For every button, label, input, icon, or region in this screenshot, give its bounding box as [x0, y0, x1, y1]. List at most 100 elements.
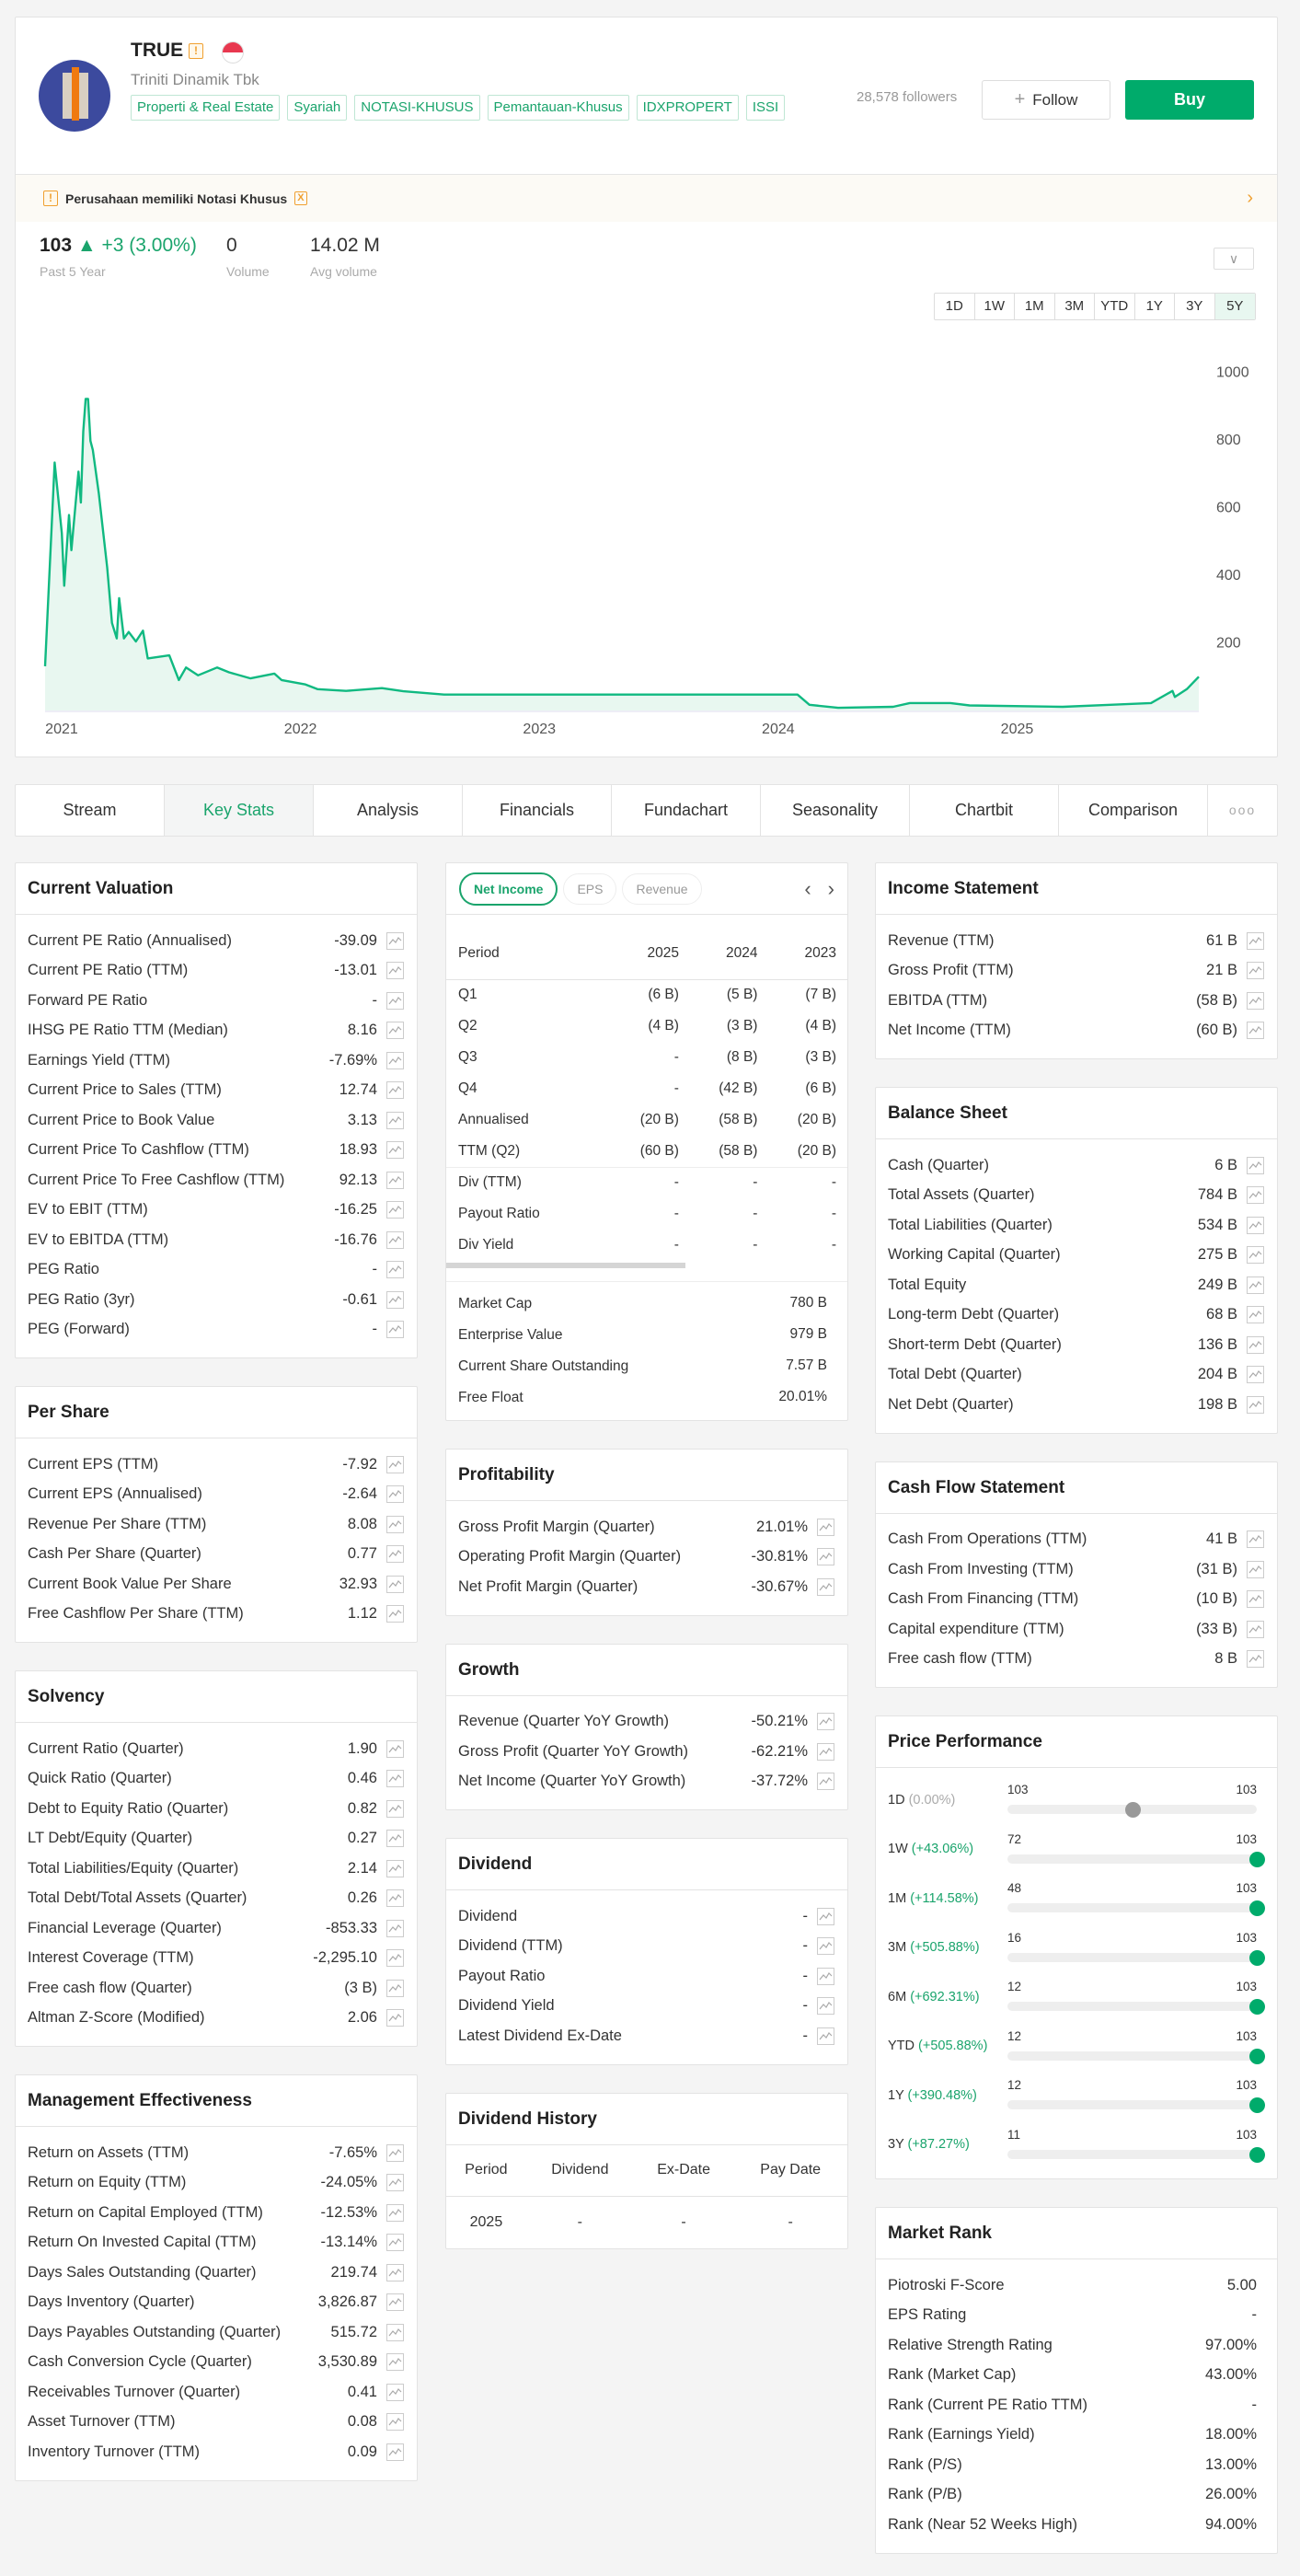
more-tabs-icon[interactable]: ooo: [1228, 803, 1257, 817]
sparkline-icon[interactable]: [817, 1548, 834, 1566]
buy-button[interactable]: Buy: [1125, 80, 1254, 120]
sparkline-icon[interactable]: [386, 1022, 404, 1040]
tab-fundachart[interactable]: Fundachart: [612, 785, 761, 836]
tab-key-stats[interactable]: Key Stats: [165, 785, 314, 836]
chevron-right-icon[interactable]: ›: [1247, 188, 1253, 208]
sparkline-icon[interactable]: [817, 1967, 834, 1985]
sparkline-icon[interactable]: [386, 1455, 404, 1473]
sparkline-icon[interactable]: [1247, 1216, 1264, 1234]
sparkline-icon[interactable]: [817, 2027, 834, 2045]
range-button-1y[interactable]: 1Y: [1135, 294, 1175, 319]
sparkline-icon[interactable]: [386, 1799, 404, 1818]
sparkline-icon[interactable]: [386, 2353, 404, 2372]
sparkline-icon[interactable]: [386, 1859, 404, 1877]
sparkline-icon[interactable]: [386, 2174, 404, 2192]
metric-pill-eps[interactable]: EPS: [563, 872, 617, 905]
sparkline-icon[interactable]: [386, 2263, 404, 2281]
range-button-3m[interactable]: 3M: [1055, 294, 1095, 319]
sparkline-icon[interactable]: [386, 1201, 404, 1219]
sparkline-icon[interactable]: [1247, 1650, 1264, 1669]
sparkline-icon[interactable]: [1247, 1395, 1264, 1414]
sparkline-icon[interactable]: [386, 1051, 404, 1069]
sparkline-icon[interactable]: [386, 1919, 404, 1937]
tab-seasonality[interactable]: Seasonality: [761, 785, 910, 836]
sparkline-icon[interactable]: [386, 1261, 404, 1279]
sparkline-icon[interactable]: [386, 2293, 404, 2312]
sparkline-icon[interactable]: [386, 962, 404, 980]
sparkline-icon[interactable]: [386, 1739, 404, 1758]
range-button-1d[interactable]: 1D: [935, 294, 975, 319]
sparkline-icon[interactable]: [386, 1141, 404, 1160]
sparkline-icon[interactable]: [386, 1605, 404, 1623]
sparkline-icon[interactable]: [817, 1577, 834, 1596]
tag-badge[interactable]: IDXPROPERT: [636, 95, 739, 121]
chart-options-dropdown[interactable]: ∨: [1214, 248, 1254, 270]
tag-badge[interactable]: ISSI: [745, 95, 786, 121]
sparkline-icon[interactable]: [386, 1889, 404, 1908]
sparkline-icon[interactable]: [1247, 1186, 1264, 1205]
tab-analysis[interactable]: Analysis: [314, 785, 463, 836]
range-button-3y[interactable]: 3Y: [1175, 294, 1215, 319]
sparkline-icon[interactable]: [386, 2143, 404, 2162]
metric-pill-revenue[interactable]: Revenue: [622, 872, 702, 905]
sparkline-icon[interactable]: [1247, 962, 1264, 980]
sparkline-icon[interactable]: [386, 2443, 404, 2461]
sparkline-icon[interactable]: [817, 1518, 834, 1536]
sparkline-icon[interactable]: [1247, 991, 1264, 1010]
sparkline-icon[interactable]: [386, 991, 404, 1010]
tab-chartbit[interactable]: Chartbit: [910, 785, 1059, 836]
sparkline-icon[interactable]: [386, 1111, 404, 1129]
sparkline-icon[interactable]: [1247, 1620, 1264, 1638]
sparkline-icon[interactable]: [386, 1230, 404, 1249]
notice-banner[interactable]: ! Perusahaan memiliki Notasi Khusus X ›: [16, 174, 1277, 222]
sparkline-icon[interactable]: [1247, 1531, 1264, 1549]
metric-pill-net-income[interactable]: Net Income: [459, 872, 558, 906]
sparkline-icon[interactable]: [386, 2009, 404, 2027]
follow-button[interactable]: + Follow: [982, 80, 1110, 120]
sparkline-icon[interactable]: [386, 1485, 404, 1504]
range-button-5y[interactable]: 5Y: [1214, 294, 1255, 319]
sparkline-icon[interactable]: [1247, 1560, 1264, 1578]
sparkline-icon[interactable]: [386, 1515, 404, 1533]
tag-badge[interactable]: Pemantauan-Khusus: [487, 95, 629, 121]
sparkline-icon[interactable]: [817, 1907, 834, 1925]
sparkline-icon[interactable]: [1247, 1156, 1264, 1174]
sparkline-icon[interactable]: [1247, 1022, 1264, 1040]
sparkline-icon[interactable]: [1247, 1590, 1264, 1609]
tag-badge[interactable]: NOTASI-KHUSUS: [354, 95, 480, 121]
sparkline-icon[interactable]: [386, 1979, 404, 1997]
sparkline-icon[interactable]: [817, 1937, 834, 1956]
sparkline-icon[interactable]: [1247, 1276, 1264, 1294]
warning-icon[interactable]: !: [189, 42, 204, 59]
sparkline-icon[interactable]: [817, 1713, 834, 1731]
sparkline-icon[interactable]: [1247, 1306, 1264, 1324]
range-button-1m[interactable]: 1M: [1015, 294, 1055, 319]
tag-badge[interactable]: Properti & Real Estate: [131, 95, 281, 121]
sparkline-icon[interactable]: [1247, 1366, 1264, 1384]
prev-arrow-icon[interactable]: ‹: [804, 876, 811, 900]
sparkline-icon[interactable]: [1247, 1335, 1264, 1354]
sparkline-icon[interactable]: [386, 2203, 404, 2222]
sparkline-icon[interactable]: [386, 1081, 404, 1100]
next-arrow-icon[interactable]: ›: [827, 876, 834, 900]
tab-financials[interactable]: Financials: [463, 785, 612, 836]
sparkline-icon[interactable]: [386, 1830, 404, 1848]
sparkline-icon[interactable]: [817, 1742, 834, 1761]
sparkline-icon[interactable]: [1247, 1246, 1264, 1265]
sparkline-icon[interactable]: [1247, 931, 1264, 950]
sparkline-icon[interactable]: [386, 1949, 404, 1968]
sparkline-icon[interactable]: [386, 1545, 404, 1564]
sparkline-icon[interactable]: [386, 2413, 404, 2432]
range-button-1w[interactable]: 1W: [975, 294, 1015, 319]
sparkline-icon[interactable]: [386, 1290, 404, 1309]
sparkline-icon[interactable]: [817, 1773, 834, 1791]
sparkline-icon[interactable]: [386, 931, 404, 950]
sparkline-icon[interactable]: [386, 1770, 404, 1788]
tab-comparison[interactable]: Comparison: [1059, 785, 1208, 836]
tag-badge[interactable]: Syariah: [287, 95, 348, 121]
range-button-ytd[interactable]: YTD: [1095, 294, 1135, 319]
sparkline-icon[interactable]: [386, 1171, 404, 1189]
sparkline-icon[interactable]: [817, 1997, 834, 2016]
sparkline-icon[interactable]: [386, 1575, 404, 1593]
sparkline-icon[interactable]: [386, 2234, 404, 2252]
